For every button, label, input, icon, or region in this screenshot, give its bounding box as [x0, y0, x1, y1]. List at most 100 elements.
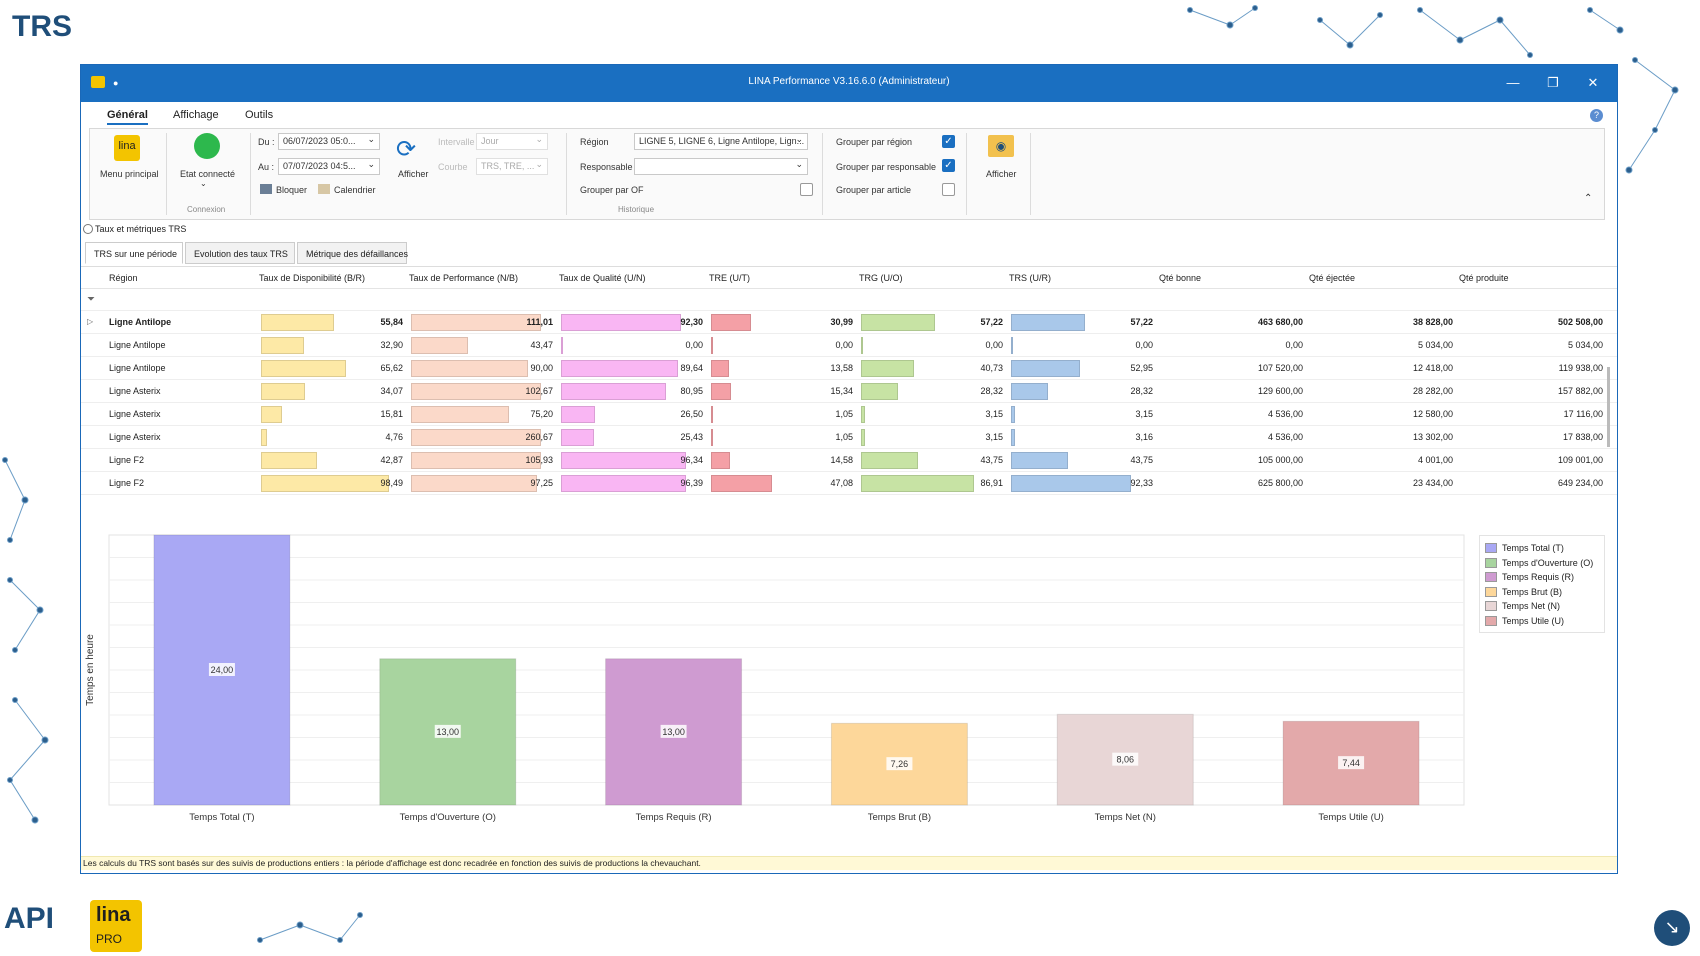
cell-value: 28,32 [1130, 386, 1153, 396]
expand-row-icon[interactable]: ▷ [87, 317, 94, 326]
filter-row[interactable]: ⏷ [81, 289, 1617, 311]
col-header-qte-bonne[interactable]: Qté bonne [1159, 273, 1202, 283]
etat-connecte-label[interactable]: Etat connecté [180, 169, 236, 179]
help-icon[interactable]: ? [1590, 109, 1603, 122]
table-row[interactable]: Ligne Asterix 34,07 102,67 80,95 15,34 28,32 2… [81, 380, 1617, 403]
table-row[interactable]: Ligne Asterix 15,81 75,20 26,50 1,05 3,15 3,15… [81, 403, 1617, 426]
legend-swatch [1485, 557, 1497, 568]
tab-affichage[interactable]: Affichage [173, 109, 219, 121]
col-header-dispo[interactable]: Taux de Disponibilité (B/R) [259, 273, 366, 283]
cell-value: 28 282,00 [1412, 386, 1453, 396]
col-header-qualite[interactable]: Taux de Qualité (U/N) [559, 273, 646, 283]
tab-general[interactable]: Général [107, 109, 148, 125]
cell-value: 57,22 [1130, 317, 1153, 327]
tab-outils[interactable]: Outils [245, 109, 274, 121]
table-cell: 80,95 [559, 380, 707, 403]
maximize-button[interactable]: ❐ [1547, 75, 1559, 90]
cell-bar [861, 314, 936, 331]
legend-item[interactable]: Temps Brut (B) [1485, 585, 1599, 600]
col-header-qte-ejectee[interactable]: Qté éjectée [1309, 273, 1356, 283]
table-row[interactable]: Ligne F2 98,49 97,25 96,39 47,08 86,91 92,33 62… [81, 472, 1617, 495]
cell-value: 5 034,00 [1567, 340, 1603, 350]
status-connected-icon[interactable] [194, 133, 220, 159]
close-button[interactable]: ✕ [1587, 75, 1599, 90]
cell-bar [711, 314, 752, 331]
lina-logo-icon[interactable]: lina [114, 135, 140, 161]
legend-item[interactable]: Temps d'Ouverture (O) [1485, 556, 1599, 571]
responsable-dropdown[interactable]: ⌄ [634, 158, 808, 175]
menu-principal-label[interactable]: Menu principal [100, 169, 159, 179]
table-row[interactable]: Ligne Asterix 4,76 260,67 25,43 1,05 3,15 3,16… [81, 426, 1617, 449]
cell-value: 43,75 [980, 455, 1003, 465]
table-cell: 34,07 [259, 380, 407, 403]
cell-bar [861, 452, 918, 469]
legend-item[interactable]: Temps Net (N) [1485, 599, 1599, 614]
table-cell: 30,99 [709, 311, 857, 334]
table-row[interactable]: Ligne F2 42,87 105,93 96,34 14,58 43,75 43,75 1… [81, 449, 1617, 472]
table-cell: 157 882,00 [1459, 380, 1607, 403]
col-header-trg[interactable]: TRG (U/O) [859, 273, 903, 283]
cell-value: 105,93 [525, 455, 553, 465]
tab-evolution-trs[interactable]: Evolution des taux TRS [185, 242, 295, 264]
chevron-down-icon[interactable]: ⌄ [200, 179, 207, 188]
collapse-ribbon-icon[interactable]: ⌃ [1584, 193, 1593, 204]
data-label: 7,44 [1342, 758, 1360, 768]
cell-region: Ligne Antilope [109, 317, 172, 327]
table-cell: 0,00 [1159, 334, 1307, 357]
chevron-down-icon: ⌄ [367, 134, 375, 144]
col-header-region[interactable]: Région [109, 273, 138, 283]
region-dropdown[interactable]: LIGNE 5, LIGNE 6, Ligne Antilope, Lign..… [634, 133, 808, 150]
table-cell: 57,22 [859, 311, 1007, 334]
table-cell: 92,30 [559, 311, 707, 334]
date-to-dropdown[interactable]: 07/07/2023 04:5... ⌄ [278, 158, 380, 175]
legend-swatch [1485, 601, 1497, 612]
grouper-of-checkbox[interactable] [800, 183, 813, 196]
bar-chart: Temps en heure 24,00 Temps Total (T) 13,00 T… [85, 534, 1465, 823]
afficher-folder-button[interactable]: Afficher [986, 169, 1017, 179]
arrow-down-right-icon[interactable]: ↘ [1654, 910, 1690, 946]
legend-label: Temps Utile (U) [1502, 615, 1565, 626]
cell-value: 3,15 [985, 432, 1003, 442]
bloquer-button[interactable]: Bloquer [276, 185, 308, 195]
grouper-region-checkbox[interactable]: ✓ [942, 135, 955, 148]
cell-value: 92,33 [1130, 478, 1153, 488]
legend-swatch [1485, 572, 1497, 583]
col-header-tre[interactable]: TRE (U/T) [709, 273, 750, 283]
scrollbar[interactable] [1607, 367, 1610, 447]
tab-trs-periode[interactable]: TRS sur une période [85, 242, 183, 264]
table-row[interactable]: ▷ Ligne Antilope 55,84 111,01 92,30 30,99 57,2… [81, 311, 1617, 334]
table-row[interactable]: Ligne Antilope 32,90 43,47 0,00 0,00 0,00 0,00… [81, 334, 1617, 357]
grouper-article-checkbox[interactable] [942, 183, 955, 196]
legend-item[interactable]: Temps Requis (R) [1485, 570, 1599, 585]
ribbon-tabs: Général Affichage Outils ? [81, 102, 1617, 128]
grouper-responsable-checkbox[interactable]: ✓ [942, 159, 955, 172]
calendrier-button[interactable]: Calendrier [334, 185, 376, 195]
afficher-button[interactable]: Afficher [398, 169, 429, 179]
tab-metrique-defaillances[interactable]: Métrique des défaillances [297, 242, 408, 264]
col-header-trs[interactable]: TRS (U/R) [1009, 273, 1051, 283]
cell-bar [261, 360, 347, 377]
cell-value: 32,90 [380, 340, 403, 350]
intervalle-dropdown[interactable]: Jour ⌄ [476, 133, 548, 150]
legend-item[interactable]: Temps Utile (U) [1485, 614, 1599, 629]
chevron-down-icon: ⌄ [795, 159, 803, 169]
cell-value: 649 234,00 [1557, 478, 1603, 488]
table-cell: 105 000,00 [1159, 449, 1307, 472]
folder-eye-icon[interactable]: ◉ [988, 135, 1014, 157]
table-cell: 43,47 [409, 334, 557, 357]
legend-swatch [1485, 543, 1497, 554]
filter-icon[interactable]: ⏷ [87, 294, 95, 305]
col-header-perf[interactable]: Taux de Performance (N/B) [409, 273, 519, 283]
col-header-qte-produite[interactable]: Qté produite [1459, 273, 1509, 283]
table-row[interactable]: Ligne Antilope 65,62 90,00 89,64 13,58 40,73 5… [81, 357, 1617, 380]
legend-label: Temps Total (T) [1502, 543, 1564, 554]
refresh-icon[interactable]: ⟳ [396, 136, 417, 163]
minimize-button[interactable]: — [1506, 75, 1520, 90]
courbe-dropdown[interactable]: TRS, TRE, ... ⌄ [476, 158, 548, 175]
window-title: LINA Performance V3.16.6.0 (Administrate… [748, 76, 950, 87]
legend-item[interactable]: Temps Total (T) [1485, 541, 1599, 556]
cell-value: 0,00 [985, 340, 1003, 350]
table-cell: 96,39 [559, 472, 707, 495]
pin-icon[interactable]: ● [113, 78, 119, 88]
date-from-dropdown[interactable]: 06/07/2023 05:0... ⌄ [278, 133, 380, 150]
